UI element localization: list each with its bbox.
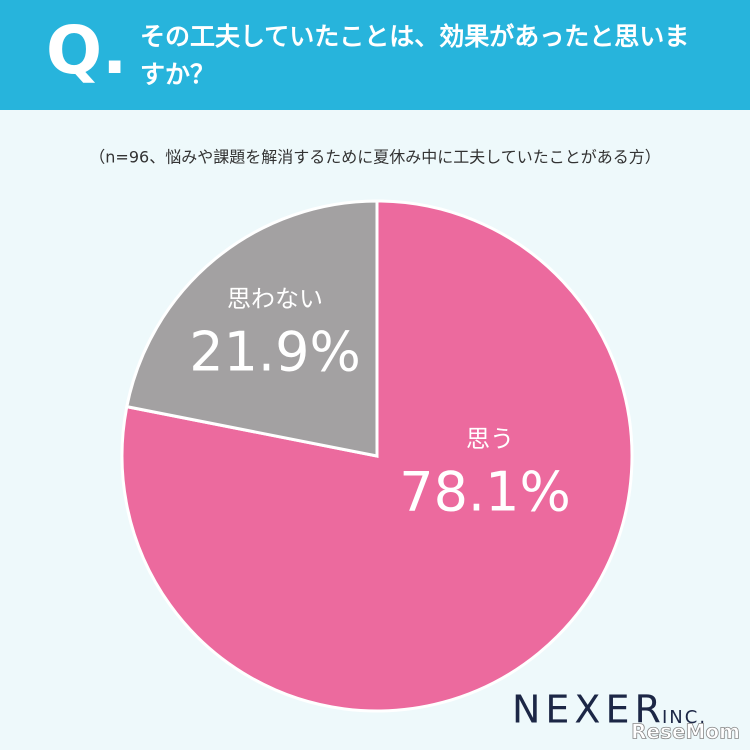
slice-category: 思わない [227,285,323,313]
brand-suffix: INC. [662,707,707,728]
header: Q. その工夫していたことは、効果があったと思いますか？ [0,0,750,110]
pie-slice [125,199,379,458]
subtitle: （n=96、悩みや課題を解消するために夏休み中に工夫していたことがある方） [89,148,660,167]
slice-value-label: 21.9% [189,321,361,384]
slice-value-label: 78.1% [399,461,571,524]
slice-category: 思う [466,425,514,453]
chart-title: その工夫していたことは、効果があったと思いますか？ [140,22,690,89]
q-label: Q. [46,12,128,89]
pie-slice [120,199,634,713]
brand: NEXER [512,688,666,732]
watermark: ReseMom [631,720,740,744]
